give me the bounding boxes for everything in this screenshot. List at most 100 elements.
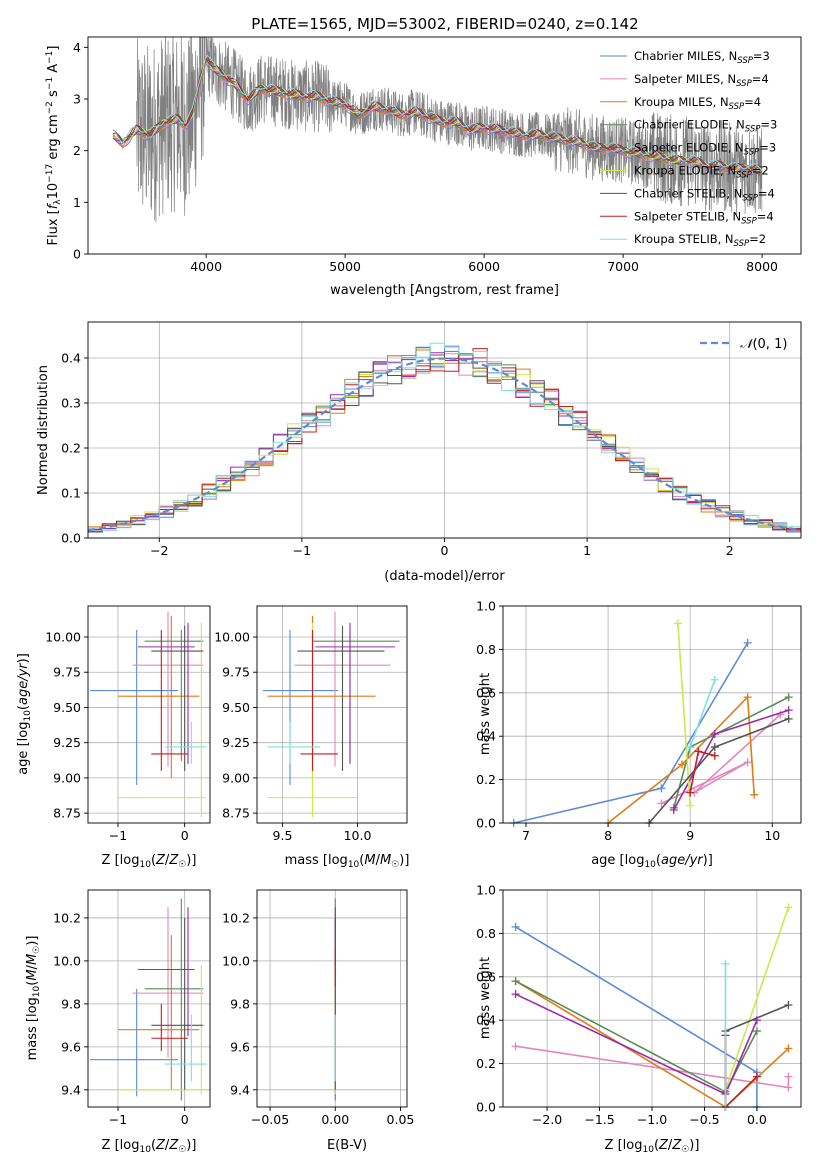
model-line — [112, 58, 763, 177]
frame-weight-z: −2.0 −1.5 −1.0 −0.5 0.0 0.0 0.2 0.4 0.6 0.8 1.0 — [476, 883, 802, 1127]
x-tick-label: −1.5 — [584, 1112, 614, 1127]
axes-frame — [256, 605, 408, 824]
x-tick-label: 7 — [522, 828, 530, 843]
weight-point — [752, 1027, 761, 1036]
histograms — [87, 342, 802, 533]
x-tick-label: −0.05 — [251, 1112, 289, 1127]
axes-age-mass — [257, 606, 407, 823]
x-axis-label: (data-model)/error — [384, 569, 505, 584]
legend-entry: Salpeter MILES, NSSP=4 — [634, 72, 769, 89]
weight-point — [673, 619, 682, 628]
model-line — [112, 54, 763, 171]
y-tick-label: 9.8 — [230, 996, 250, 1011]
x-tick-label: 5000 — [329, 259, 361, 274]
legend-entry: 𝒩(0, 1) — [740, 337, 787, 352]
y-tick-label: 0.8 — [476, 642, 496, 657]
y-tick-label: 0.1 — [61, 486, 81, 501]
y-tick-label: 9.25 — [222, 735, 250, 750]
frame-mass-ebv: −0.05 0.00 0.05 9.4 9.6 9.8 10.0 10.2 — [222, 889, 414, 1127]
weight-series-line — [607, 695, 755, 824]
x-axis-label: age [log10(age/yr)] — [591, 853, 713, 870]
x-tick-label: −1.0 — [637, 1112, 667, 1127]
legend-entry: Salpeter ELODIE, NSSP=3 — [634, 141, 776, 158]
legend-entry: Chabrier MILES, NSSP=3 — [634, 49, 770, 66]
weight-point — [784, 693, 793, 702]
y-tick-label: 8.75 — [53, 806, 81, 821]
weight-point — [657, 784, 666, 793]
axes-mass-ebv — [257, 890, 407, 1107]
frame-spectrum: 4000 5000 6000 7000 8000 0 1 2 3 4 — [73, 36, 802, 274]
weight-point — [710, 751, 719, 760]
model-line — [112, 57, 763, 171]
y-tick-label: 9.50 — [53, 700, 81, 715]
x-tick-label: 0.0 — [747, 1112, 767, 1127]
weight-lines-weight-age — [509, 619, 793, 827]
histogram-step — [88, 342, 801, 531]
weight-point — [657, 799, 666, 808]
y-axis-label: age [log10(age/yr)] — [16, 653, 33, 775]
errorbars-age-mass — [263, 611, 400, 818]
weight-point — [752, 1072, 761, 1081]
weight-point — [784, 706, 793, 715]
weight-point — [710, 730, 719, 739]
x-tick-label: 0 — [441, 543, 449, 558]
weight-point — [750, 790, 759, 799]
y-tick-label: 10.0 — [222, 953, 250, 968]
weight-point — [686, 743, 695, 752]
y-tick-label: 9.75 — [222, 665, 250, 680]
x-tick-label: −2.0 — [532, 1112, 562, 1127]
weight-point — [710, 675, 719, 684]
y-tick-label: 0.4 — [61, 351, 81, 366]
y-tick-label: 9.75 — [53, 665, 81, 680]
weight-point — [686, 788, 695, 797]
weight-point — [743, 638, 752, 647]
weight-series-line — [515, 926, 758, 1107]
frame-weight-age: 7 8 9 10 0.0 0.2 0.4 0.6 0.8 1.0 — [476, 599, 802, 843]
weight-point — [784, 1083, 793, 1092]
y-tick-label: 9.00 — [222, 770, 250, 785]
weight-point — [669, 805, 678, 814]
y-tick-label: 0.0 — [61, 531, 81, 546]
weight-series-line — [689, 679, 716, 748]
axes-frame — [87, 605, 211, 824]
y-tick-label: 9.50 — [222, 700, 250, 715]
y-tick-label: 9.25 — [53, 735, 81, 750]
y-tick-label: 0.8 — [476, 926, 496, 941]
weight-point — [784, 1044, 793, 1053]
x-tick-label: 0 — [181, 828, 189, 843]
y-tick-label: 9.6 — [230, 1039, 250, 1054]
y-tick-label: 4 — [73, 40, 81, 55]
legend-entry: Kroupa MILES, NSSP=4 — [634, 95, 761, 112]
errorbars-age-z — [90, 611, 207, 818]
legend-entry: Kroupa ELODIE, NSSP=2 — [634, 164, 769, 181]
y-tick-label: 0 — [73, 247, 81, 262]
figure-title: PLATE=1565, MJD=53002, FIBERID=0240, z=0… — [251, 15, 638, 33]
y-tick-label: 2 — [73, 143, 81, 158]
legend-entry: Chabrier STELIB, NSSP=4 — [634, 186, 775, 203]
y-tick-label: 0.4 — [476, 729, 496, 744]
y-tick-label: 10.2 — [53, 910, 81, 925]
y-tick-label: 0.6 — [476, 685, 496, 700]
axes-age-z — [88, 606, 210, 823]
y-axis-label: Flux [fλ10−17 erg cm−2 s−1 A−1] — [45, 46, 63, 246]
axes-frame — [87, 36, 802, 255]
y-axis-label: Normed distribution — [36, 365, 51, 495]
y-tick-label: 0.2 — [476, 1056, 496, 1071]
y-tick-label: 0.4 — [476, 1013, 496, 1028]
weight-point — [511, 977, 520, 986]
frame-age-mass: 9.5 10.0 8.75 9.00 9.25 9.50 9.75 10.00 — [214, 605, 408, 843]
y-tick-label: 1.0 — [476, 883, 496, 898]
weight-point — [686, 801, 695, 810]
x-tick-label: −1 — [293, 543, 311, 558]
legend-spectrum: Chabrier MILES, NSSP=3 Salpeter MILES, NS… — [600, 49, 777, 249]
y-tick-label: 3 — [73, 92, 81, 107]
x-tick-label: 1 — [583, 543, 591, 558]
y-tick-label: 0.6 — [476, 969, 496, 984]
x-tick-label: 10 — [764, 828, 780, 843]
histogram-step — [88, 348, 801, 531]
x-axis-label: Z [log10(Z/Z☉)] — [102, 853, 197, 870]
legend-entry: Chabrier ELODIE, NSSP=3 — [634, 118, 777, 135]
axes-frame — [256, 889, 408, 1108]
